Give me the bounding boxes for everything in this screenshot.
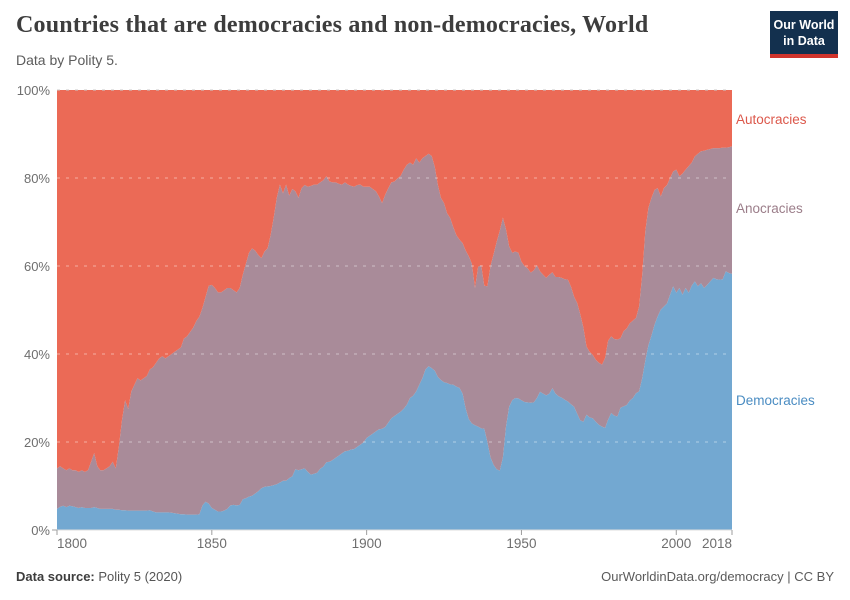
y-axis-label-0: 0% bbox=[31, 523, 50, 538]
area-autocracies[interactable] bbox=[57, 90, 732, 472]
y-axis-label-40: 40% bbox=[23, 347, 50, 362]
y-axis-label-20: 20% bbox=[23, 435, 50, 450]
owid-logo-line1: Our World bbox=[773, 18, 835, 32]
x-axis-label-1950: 1950 bbox=[506, 536, 537, 551]
x-axis-label-1850: 1850 bbox=[196, 536, 227, 551]
area-anocracies[interactable] bbox=[57, 146, 732, 515]
owid-logo-line2: in Data bbox=[783, 34, 825, 48]
x-axis-label-1800: 1800 bbox=[57, 536, 88, 551]
legend-label-democracies[interactable]: Democracies bbox=[736, 393, 815, 408]
page-title: Countries that are democracies and non-d… bbox=[16, 12, 649, 38]
x-axis-label-1900: 1900 bbox=[351, 536, 382, 551]
owid-logo[interactable]: Our World in Data bbox=[770, 11, 838, 58]
y-axis-label-80: 80% bbox=[23, 171, 50, 186]
x-axis-label-2018: 2018 bbox=[701, 536, 732, 551]
legend-label-autocracies[interactable]: Autocracies bbox=[736, 112, 807, 127]
data-source-value: Polity 5 (2020) bbox=[94, 569, 183, 584]
area-democracies[interactable] bbox=[57, 271, 732, 530]
chart-subtitle: Data by Polity 5. bbox=[16, 52, 118, 68]
x-axis-label-2000: 2000 bbox=[661, 536, 692, 551]
attribution-link[interactable]: OurWorldinData.org/democracy | CC BY bbox=[601, 569, 834, 584]
legend-label-anocracies[interactable]: Anocracies bbox=[736, 201, 803, 216]
y-axis-label-100: 100% bbox=[16, 83, 50, 98]
y-axis-label-60: 60% bbox=[23, 259, 50, 274]
data-source-label: Data source: bbox=[16, 569, 95, 584]
data-source-note: Data source: Polity 5 (2020) bbox=[16, 569, 182, 584]
